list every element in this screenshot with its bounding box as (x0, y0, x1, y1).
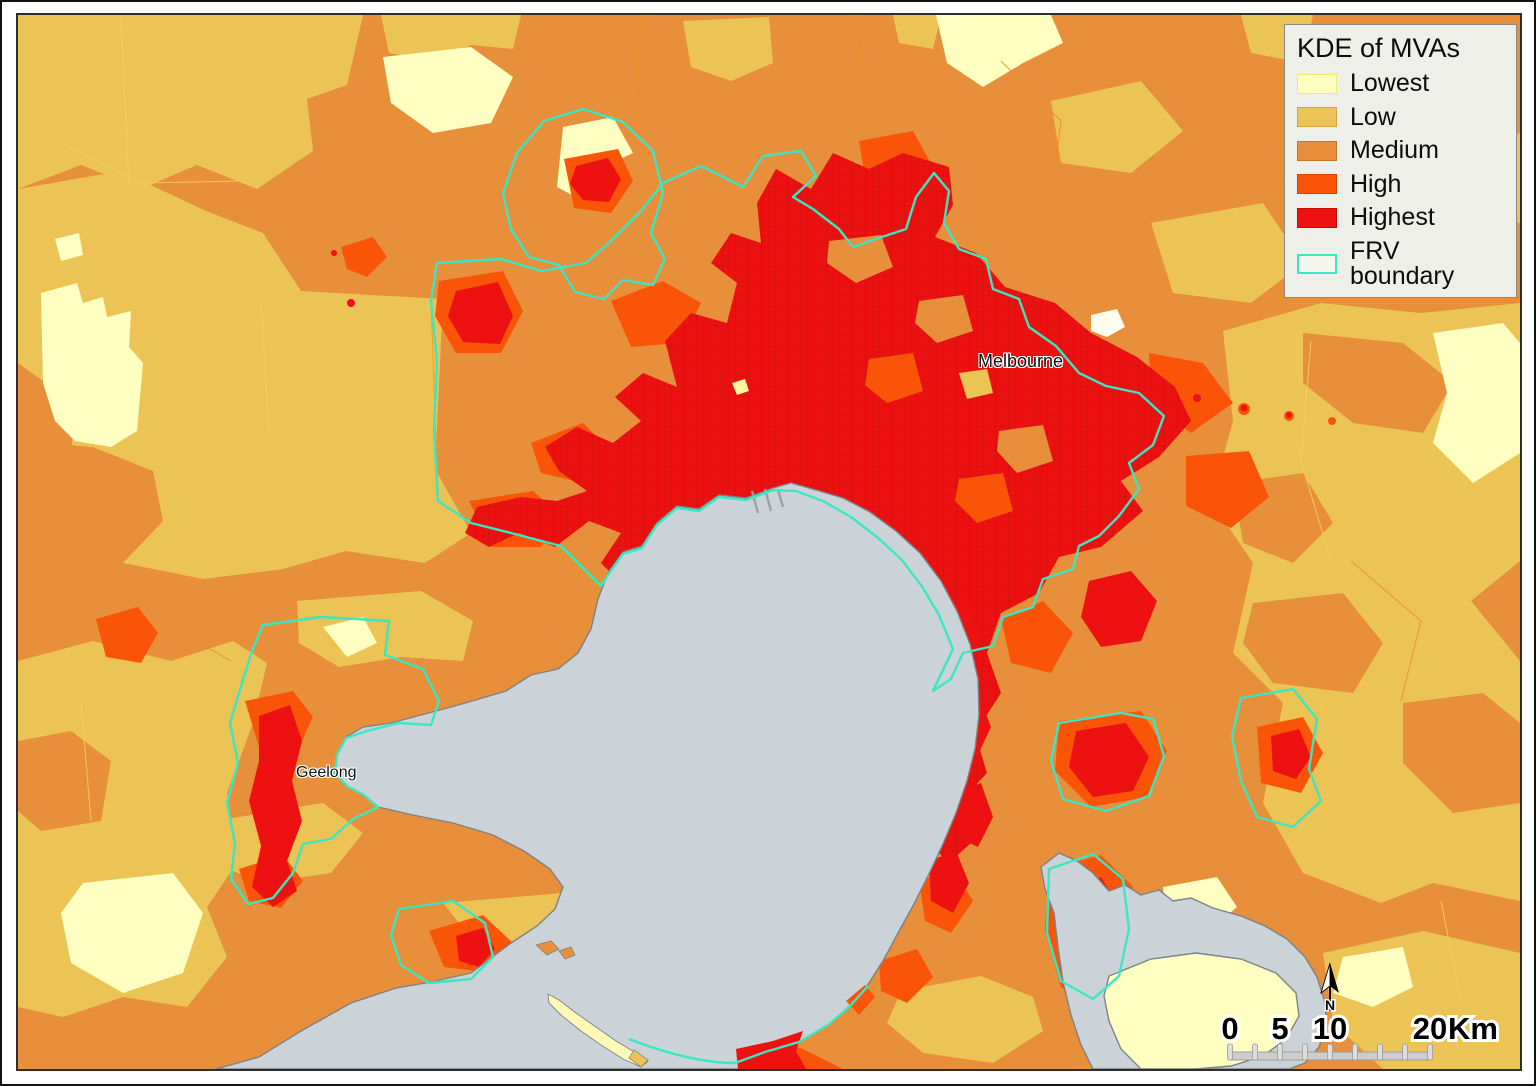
medium-overlay-regions (18, 333, 1520, 831)
north-arrow: N (1320, 962, 1339, 1015)
scale-tick-5: 5 (1271, 1011, 1288, 1046)
frv-boundary-ocean-grove (389, 899, 495, 985)
scale-tick-20: 20 (1413, 1011, 1447, 1046)
small-island-2 (558, 946, 576, 960)
map-frame: 0 5 10 20 Km N (16, 13, 1522, 1071)
legend-item-frv-boundary: FRV boundary (1297, 236, 1504, 290)
water-bodies (215, 482, 1328, 1069)
scale-bar: 0 5 10 20 Km (1218, 1008, 1501, 1061)
frv-boundary-geelong (225, 615, 441, 906)
legend-label-medium: Medium (1350, 136, 1439, 164)
frv-boundary-metro (429, 149, 1166, 693)
legend-item-highest: Highest (1297, 205, 1504, 230)
port-phillip-bay (215, 482, 980, 1069)
map-canvas: 0 5 10 20 Km N (18, 15, 1520, 1069)
spit-tip (628, 1049, 649, 1068)
legend-item-lowest: Lowest (1297, 71, 1504, 96)
legend-swatch-low (1297, 107, 1337, 127)
legend-label-lowest: Lowest (1350, 69, 1430, 97)
enclave-patches (732, 235, 1053, 523)
legend-label-frv-boundary: FRV boundary (1350, 236, 1455, 290)
legend-label-highest: Highest (1350, 203, 1435, 231)
lowest-density-regions (41, 15, 1520, 1007)
legend-label-high: High (1350, 169, 1402, 198)
scale-tick-0: 0 (1221, 1011, 1238, 1046)
frv-boundaries (225, 107, 1323, 1065)
frv-boundary-south-coast (628, 985, 869, 1065)
legend-label-low: Low (1350, 102, 1396, 131)
legend-swatch-frv-boundary (1297, 253, 1337, 274)
legend-swatch-medium (1297, 140, 1337, 161)
legend-title: KDE of MVAs (1297, 33, 1461, 63)
small-island-1 (535, 940, 560, 956)
city-label-geelong: Geelong (296, 764, 357, 781)
north-arrow-label: N (1325, 997, 1335, 1013)
legend-item-low: Low (1297, 102, 1504, 131)
frv-boundary-hastings (1045, 852, 1131, 1001)
legend-item-high: High (1297, 169, 1504, 198)
scale-tick-10: 10 (1313, 1011, 1347, 1046)
french-island (1103, 952, 1300, 1069)
legend-swatch-high (1297, 174, 1337, 194)
legend: KDE of MVAs Lowest Low Medium High Highe… (1284, 24, 1517, 298)
frv-boundary-cranbourne (1049, 711, 1166, 813)
city-label-melbourne: Melbourne (978, 351, 1064, 371)
frv-boundary-east (1230, 687, 1323, 829)
scale-unit: Km (1448, 1011, 1498, 1046)
frv-boundary-sunbury (501, 107, 667, 301)
legend-swatch-lowest (1297, 73, 1337, 94)
legend-item-medium: Medium (1297, 138, 1504, 163)
legend-swatch-highest (1297, 207, 1337, 228)
queenscliff-spit (547, 993, 649, 1068)
